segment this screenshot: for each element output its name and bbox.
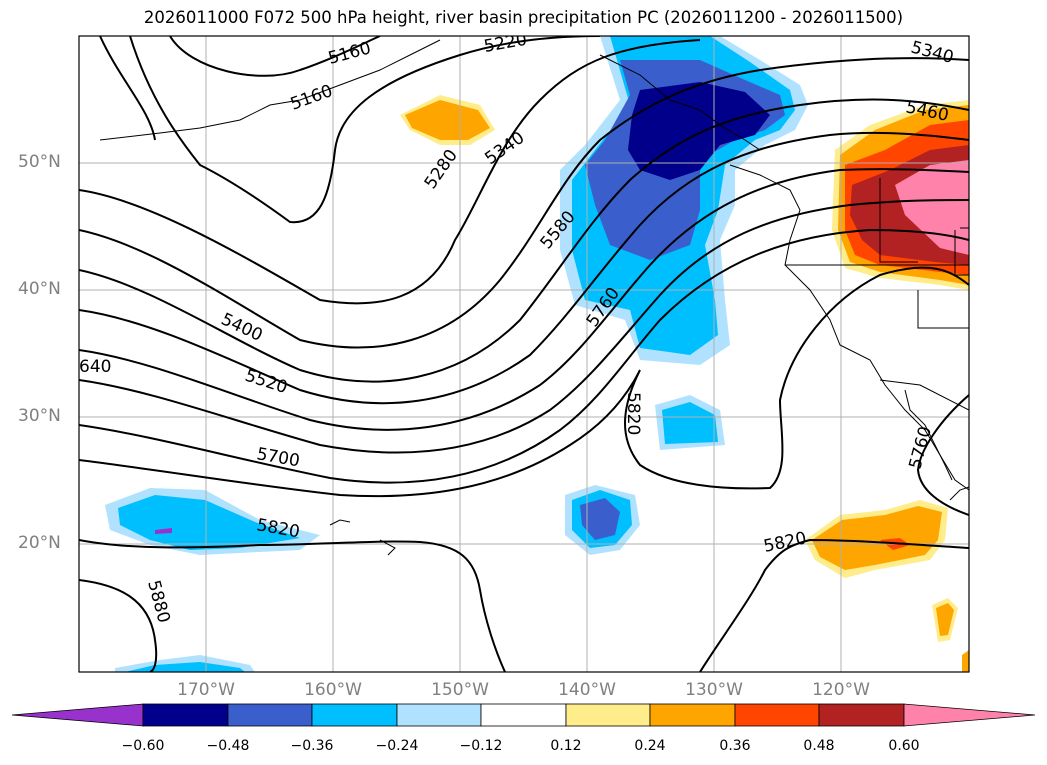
contour-label: 5160 [288, 81, 335, 115]
colorbar-segment [734, 703, 820, 727]
precip-area [812, 506, 942, 570]
latitude-label: 30°N [18, 406, 61, 426]
contour-label: 5820 [762, 528, 808, 557]
latitude-label: 40°N [18, 279, 61, 299]
latitude-label: 50°N [18, 152, 61, 172]
colorbar-segment [142, 703, 229, 727]
colorbar-tick: 0.36 [719, 738, 751, 754]
longitude-label: 150°W [431, 680, 489, 700]
precip-area [936, 603, 954, 636]
precip-area [118, 495, 300, 550]
contour-label: 5280 [421, 146, 462, 193]
contour-label: 5820 [623, 392, 643, 435]
colorbar-extend-low [11, 703, 144, 727]
colorbar-tick: 0.48 [803, 738, 835, 754]
contour-label: 5760 [906, 424, 937, 471]
precip-shading [105, 36, 969, 672]
colorbar-tick: 0.24 [634, 738, 666, 754]
map-frame [78, 35, 970, 673]
colorbar-tick: 0.60 [888, 738, 920, 754]
height-contours [79, 36, 969, 672]
colorbar-segment [227, 703, 313, 727]
colorbar-segment [649, 703, 736, 727]
map-title: 2026011000 F072 500 hPa height, river ba… [143, 8, 904, 27]
colorbar-segment [818, 703, 905, 727]
precip-area [628, 82, 770, 180]
contour-label: 640 [79, 357, 111, 377]
colorbar-tick: −0.24 [375, 738, 419, 754]
contour-label: 5700 [255, 444, 301, 471]
colorbar-tick: 0.12 [550, 738, 582, 754]
colorbar-tick: −0.60 [121, 738, 165, 754]
contour-label: 5340 [909, 38, 956, 69]
colorbar-segment [565, 703, 651, 727]
contour-label: 5220 [482, 30, 528, 57]
colorbar-segment [396, 703, 482, 727]
precip-area [962, 650, 969, 672]
longitude-label: 170°W [177, 680, 235, 700]
colorbar-extend-high [903, 703, 1036, 727]
longitude-label: 140°W [558, 680, 616, 700]
latitude-label: 20°N [18, 533, 61, 553]
colorbar-tick: −0.12 [459, 738, 503, 754]
longitude-label: 160°W [304, 680, 362, 700]
colorbar [11, 703, 1036, 727]
precip-area [125, 662, 245, 672]
precip-area [405, 100, 490, 140]
longitude-label: 120°W [812, 680, 870, 700]
precip-area [580, 498, 620, 540]
longitude-label: 130°W [685, 680, 743, 700]
colorbar-segment [311, 703, 398, 727]
colorbar-segment [480, 703, 567, 727]
colorbar-tick: −0.48 [206, 738, 250, 754]
graticule [79, 36, 969, 672]
precip-area [895, 160, 969, 255]
colorbar-tick: −0.36 [290, 738, 334, 754]
coastlines [99, 39, 969, 556]
precip-area [662, 402, 718, 444]
contour-label: 5520 [242, 366, 289, 398]
precip-area [155, 528, 172, 534]
